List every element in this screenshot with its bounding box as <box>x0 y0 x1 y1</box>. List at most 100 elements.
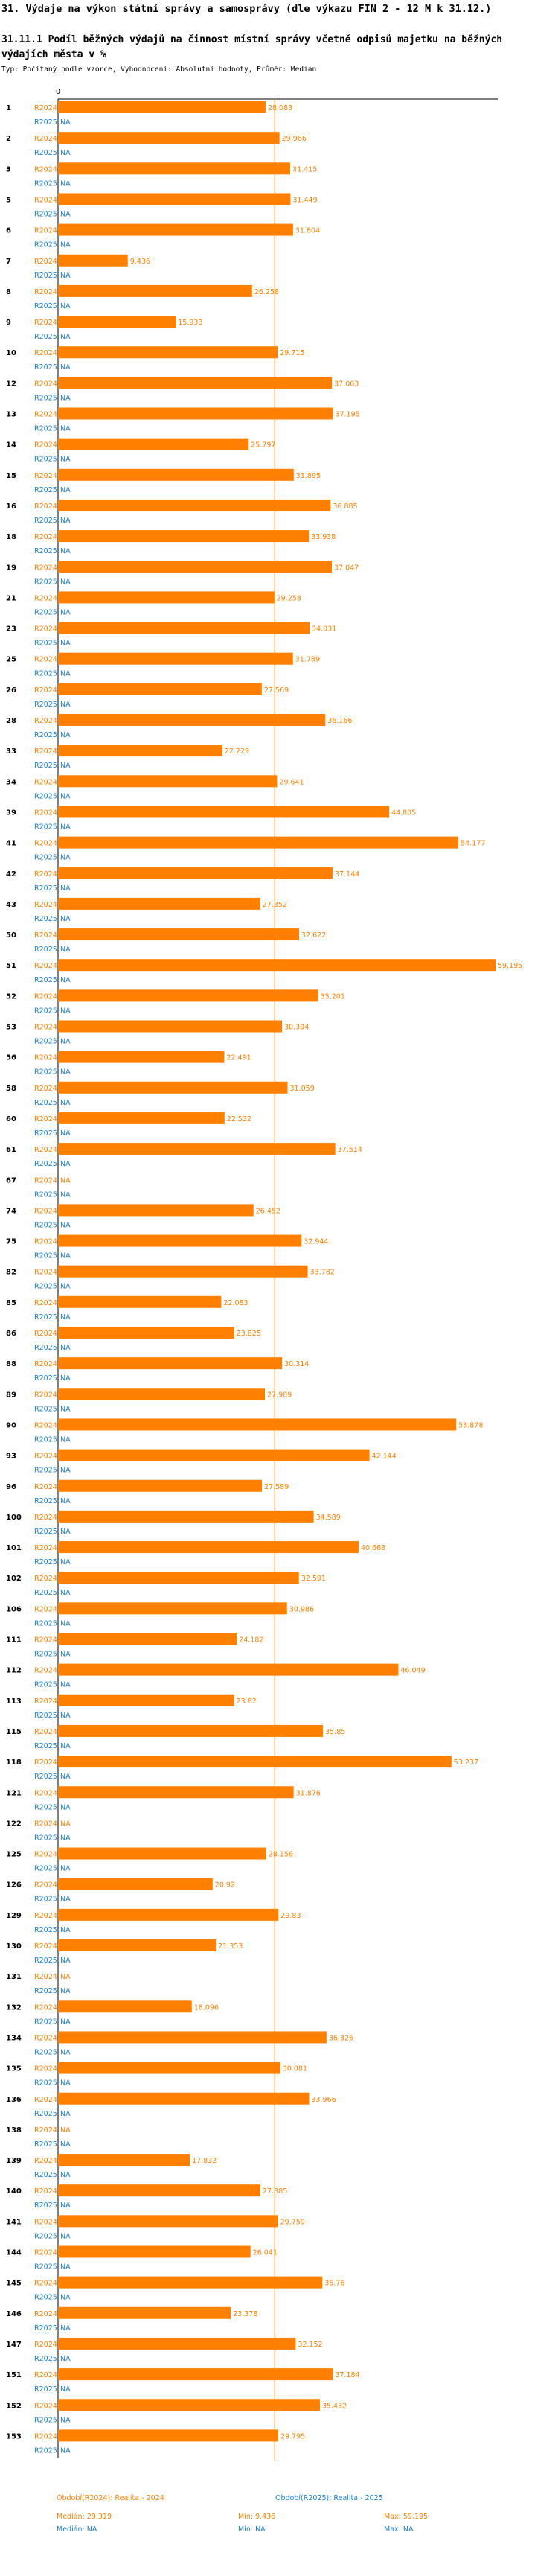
series-label-r2025: R2025 <box>34 1712 57 1720</box>
value-label-r2025: NA <box>60 1007 71 1015</box>
series-label-r2024: R2024 <box>34 717 57 725</box>
series-label-r2025: R2025 <box>34 884 57 893</box>
bar-r2024 <box>58 652 293 665</box>
bar-r2024 <box>58 1847 266 1860</box>
series-label-r2025: R2025 <box>34 1589 57 1597</box>
value-label-r2025: NA <box>60 2079 71 2088</box>
bar-r2024 <box>58 1510 314 1523</box>
value-label-r2024: 37.144 <box>335 870 359 879</box>
category-label: 132 <box>6 2003 22 2012</box>
category-label: 85 <box>6 1299 16 1307</box>
series-label-r2024: R2024 <box>34 1483 57 1491</box>
value-label-r2025: NA <box>60 363 71 372</box>
value-label-r2024: 28.083 <box>268 104 292 112</box>
value-label-r2024: 15.933 <box>178 319 202 327</box>
value-label-r2025: NA <box>60 210 71 218</box>
series-label-r2024: R2024 <box>34 625 57 634</box>
series-label-r2025: R2025 <box>34 456 57 464</box>
series-label-r2025: R2025 <box>34 2416 57 2424</box>
category-label: 19 <box>6 564 16 572</box>
value-label-r2025: NA <box>60 1558 71 1566</box>
value-label-r2024: 36.166 <box>327 717 352 725</box>
value-label-r2024: 29.759 <box>280 2218 305 2226</box>
series-label-r2024: R2024 <box>34 1881 57 1890</box>
value-label-r2024: 32.622 <box>301 931 326 940</box>
category-label: 13 <box>6 411 16 419</box>
value-label-r2025: NA <box>60 1987 71 1995</box>
series-label-r2024: R2024 <box>34 1115 57 1123</box>
series-label-r2024: R2024 <box>34 1759 57 1767</box>
value-label-r2025: NA <box>60 1834 71 1842</box>
value-label-r2025: NA <box>60 456 71 464</box>
series-label-r2024: R2024 <box>34 1973 57 1981</box>
series-label-r2024: R2024 <box>34 747 57 756</box>
series-label-r2024: R2024 <box>34 931 57 940</box>
series-label-r2024: R2024 <box>34 2157 57 2165</box>
value-label-r2025: NA <box>60 2385 71 2394</box>
series-label-r2025: R2025 <box>34 2140 57 2149</box>
bar-r2024 <box>58 867 333 879</box>
bar-r2024 <box>58 1204 254 1217</box>
series-label-r2024: R2024 <box>34 1391 57 1399</box>
bar-r2024 <box>58 806 390 818</box>
category-label: 12 <box>6 380 16 388</box>
value-label-r2025: NA <box>60 946 71 954</box>
bar-r2024 <box>58 1357 283 1370</box>
chart-type-line: Typ: Počítaný podle vzorce, Vyhodnocení:… <box>1 66 317 74</box>
series-label-r2024: R2024 <box>34 2341 57 2349</box>
series-label-r2025: R2025 <box>34 2110 57 2118</box>
value-label-r2025: NA <box>60 2110 71 2118</box>
value-label-r2024: 26.258 <box>254 288 279 296</box>
category-label: 126 <box>6 1881 22 1890</box>
value-label-r2024: 29.715 <box>280 349 304 357</box>
series-label-r2025: R2025 <box>34 1221 57 1229</box>
bar-r2024 <box>58 622 310 634</box>
category-label: 9 <box>6 319 11 327</box>
bar-r2024 <box>58 377 333 389</box>
value-label-r2024: 36.885 <box>333 503 357 511</box>
value-label-r2024: 27.385 <box>263 2187 287 2196</box>
category-label: 118 <box>6 1759 22 1767</box>
category-label: 102 <box>6 1575 22 1583</box>
bar-r2024 <box>58 162 291 175</box>
series-label-r2025: R2025 <box>34 149 57 157</box>
bar-r2024 <box>58 836 459 849</box>
value-label-r2025: NA <box>60 1926 71 1934</box>
series-label-r2024: R2024 <box>34 1207 57 1215</box>
value-label-r2024: 33.938 <box>311 533 336 541</box>
legend-r2024-max: Max: 59.195 <box>384 2513 429 2521</box>
value-label-r2024: 30.314 <box>284 1360 309 1368</box>
value-label-r2025: NA <box>60 547 71 555</box>
bar-r2024 <box>58 2337 296 2350</box>
legend-r2025-median: Medián: NA <box>57 2525 97 2534</box>
value-label-r2025: NA <box>60 2416 71 2424</box>
value-label-r2025: NA <box>60 1589 71 1597</box>
series-label-r2025: R2025 <box>34 1497 57 1505</box>
category-label: 89 <box>6 1391 16 1399</box>
value-label-r2024: 25.797 <box>251 441 275 450</box>
category-label: 130 <box>6 1942 22 1951</box>
value-label-r2025: NA <box>60 1681 71 1689</box>
category-label: 52 <box>6 992 16 1001</box>
series-label-r2024: R2024 <box>34 1942 57 1951</box>
category-label: 56 <box>6 1054 16 1062</box>
category-label: 125 <box>6 1851 22 1859</box>
value-label-r2025: NA <box>60 1651 71 1659</box>
category-label: 151 <box>6 2371 22 2379</box>
value-label-r2025: NA <box>60 640 71 648</box>
value-label-r2024: 31.059 <box>290 1085 315 1093</box>
value-label-r2024: 53.237 <box>454 1759 478 1767</box>
series-label-r2024: R2024 <box>34 2310 57 2318</box>
value-label-r2025: NA <box>60 915 71 923</box>
value-label-r2024: 17.832 <box>192 2157 217 2165</box>
value-label-r2024: 28.156 <box>269 1851 293 1859</box>
series-label-r2025: R2025 <box>34 1957 57 1965</box>
series-label-r2025: R2025 <box>34 915 57 923</box>
series-label-r2024: R2024 <box>34 1421 57 1429</box>
series-label-r2025: R2025 <box>34 1681 57 1689</box>
series-label-r2025: R2025 <box>34 425 57 433</box>
series-label-r2025: R2025 <box>34 1528 57 1536</box>
value-label-r2024: 31.804 <box>295 227 320 235</box>
series-label-r2024: R2024 <box>34 2218 57 2226</box>
legend-r2025-max: Max: NA <box>384 2525 414 2534</box>
